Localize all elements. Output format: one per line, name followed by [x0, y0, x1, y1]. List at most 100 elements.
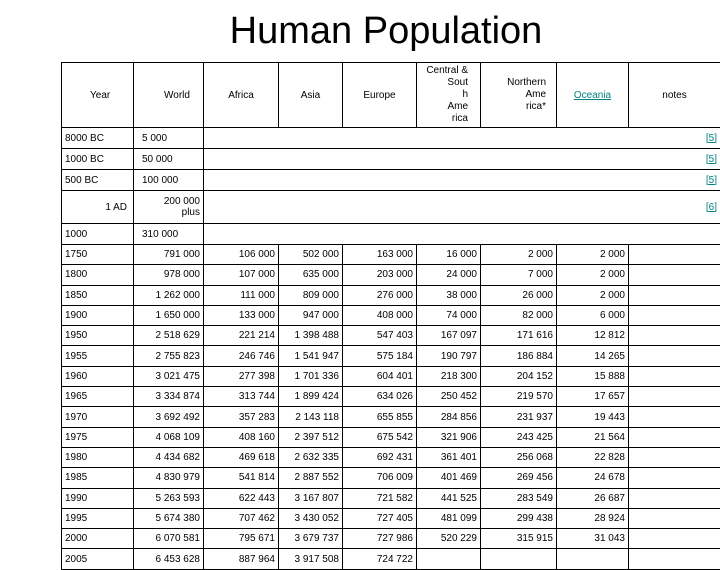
year-cell: 1000 BC [62, 149, 134, 170]
africa-cell: 246 746 [204, 346, 279, 366]
europe-cell: 675 542 [343, 427, 417, 447]
oceania-link[interactable]: Oceania [574, 90, 611, 101]
europe-cell: 724 722 [343, 549, 417, 569]
europe-cell: 721 582 [343, 488, 417, 508]
csa-cell: 361 401 [417, 447, 481, 467]
population-table: Year World Africa Asia Europe Central & … [61, 62, 720, 570]
notes-cell[interactable]: [6] [204, 191, 720, 224]
year-cell: 1955 [62, 346, 134, 366]
northern-america-cell: 26 000 [481, 285, 557, 305]
europe-cell: 604 401 [343, 366, 417, 386]
asia-cell: 3 679 737 [279, 529, 343, 549]
reference-link[interactable]: [5] [706, 154, 717, 165]
asia-cell: 635 000 [279, 265, 343, 285]
notes-cell [629, 508, 720, 528]
year-cell: 1900 [62, 305, 134, 325]
world-cell: 4 434 682 [134, 447, 204, 467]
year-cell: 1750 [62, 245, 134, 265]
notes-cell [629, 285, 720, 305]
africa-cell: 313 744 [204, 387, 279, 407]
oceania-cell: 2 000 [557, 285, 629, 305]
notes-cell [629, 549, 720, 569]
africa-cell: 469 618 [204, 447, 279, 467]
asia-cell: 2 632 335 [279, 447, 343, 467]
csa-cell: 441 525 [417, 488, 481, 508]
europe-cell: 203 000 [343, 265, 417, 285]
notes-cell[interactable]: [5] [204, 149, 720, 170]
header-csa-line: Central & [420, 65, 468, 77]
world-cell: 50 000 [134, 149, 204, 170]
oceania-cell: 28 924 [557, 508, 629, 528]
header-na-line: rica* [484, 101, 546, 113]
northern-america-cell: 7 000 [481, 265, 557, 285]
asia-cell: 2 887 552 [279, 468, 343, 488]
asia-cell: 3 167 807 [279, 488, 343, 508]
asia-cell: 1 541 947 [279, 346, 343, 366]
header-central-south-america: Central & Sout h Ame rica [417, 63, 481, 128]
world-cell: 100 000 [134, 170, 204, 191]
northern-america-cell: 315 915 [481, 529, 557, 549]
world-cell: 310 000 [134, 224, 204, 245]
notes-cell [629, 529, 720, 549]
world-cell: 4 830 979 [134, 468, 204, 488]
europe-cell: 163 000 [343, 245, 417, 265]
reference-link[interactable]: [5] [706, 133, 717, 144]
header-notes: notes [629, 63, 720, 128]
oceania-cell: 12 812 [557, 326, 629, 346]
oceania-cell: 22 828 [557, 447, 629, 467]
world-cell: 4 068 109 [134, 427, 204, 447]
notes-cell[interactable]: [5] [204, 128, 720, 149]
europe-cell: 575 184 [343, 346, 417, 366]
oceania-cell: 21 564 [557, 427, 629, 447]
notes-cell [629, 265, 720, 285]
asia-cell: 502 000 [279, 245, 343, 265]
africa-cell: 622 443 [204, 488, 279, 508]
notes-cell [629, 245, 720, 265]
europe-cell: 692 431 [343, 447, 417, 467]
header-oceania[interactable]: Oceania [557, 63, 629, 128]
africa-cell: 221 214 [204, 326, 279, 346]
world-cell: 978 000 [134, 265, 204, 285]
oceania-cell: 26 687 [557, 488, 629, 508]
notes-cell[interactable]: [5] [204, 170, 720, 191]
northern-america-cell: 269 456 [481, 468, 557, 488]
reference-link[interactable]: [6] [706, 202, 717, 213]
header-africa: Africa [204, 63, 279, 128]
oceania-cell: 31 043 [557, 529, 629, 549]
world-cell: 3 692 492 [134, 407, 204, 427]
africa-cell: 408 160 [204, 427, 279, 447]
northern-america-cell: 299 438 [481, 508, 557, 528]
oceania-cell: 2 000 [557, 265, 629, 285]
oceania-cell: 15 888 [557, 366, 629, 386]
year-cell: 2000 [62, 529, 134, 549]
year-cell: 2005 [62, 549, 134, 569]
year-cell: 1980 [62, 447, 134, 467]
northern-america-cell: 231 937 [481, 407, 557, 427]
header-csa-line: h [420, 89, 468, 101]
europe-cell: 655 855 [343, 407, 417, 427]
oceania-cell: 6 000 [557, 305, 629, 325]
northern-america-cell: 82 000 [481, 305, 557, 325]
year-cell: 1800 [62, 265, 134, 285]
world-cell: 5 674 380 [134, 508, 204, 528]
world-cell: 6 070 581 [134, 529, 204, 549]
header-csa-line: Sout [420, 77, 468, 89]
reference-link[interactable]: [5] [706, 175, 717, 186]
world-cell: 3 334 874 [134, 387, 204, 407]
world-cell: 5 263 593 [134, 488, 204, 508]
oceania-cell: 14 265 [557, 346, 629, 366]
europe-cell: 706 009 [343, 468, 417, 488]
northern-america-cell: 204 152 [481, 366, 557, 386]
africa-cell: 133 000 [204, 305, 279, 325]
header-csa-line: Ame [420, 101, 468, 113]
